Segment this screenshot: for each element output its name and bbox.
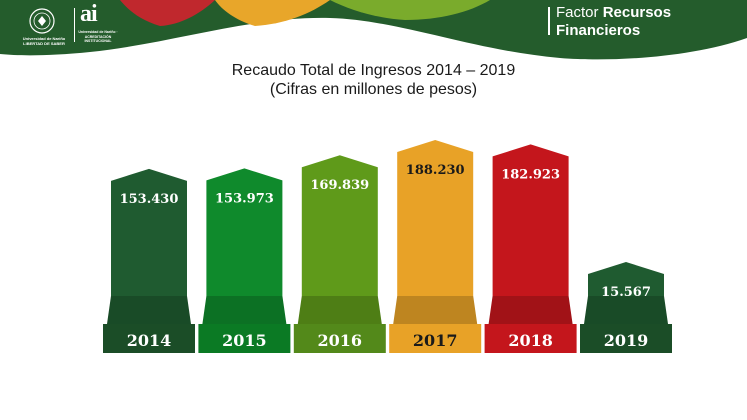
bar-base-2018 bbox=[484, 324, 577, 353]
bar-2019 bbox=[588, 262, 664, 296]
bar-connector-2015 bbox=[202, 296, 287, 324]
factor-divider bbox=[548, 7, 550, 35]
university-motto-text: LIBERTAD DE SABER bbox=[23, 41, 65, 46]
factor-title: Factor Recursos Financieros bbox=[556, 4, 671, 40]
factor-name-line2: Financieros bbox=[556, 22, 641, 39]
bar-connector-2014 bbox=[107, 296, 191, 324]
bar-base-2014 bbox=[103, 324, 195, 353]
value-label-2015: 153.973 bbox=[215, 191, 274, 206]
bar-2017 bbox=[397, 140, 474, 296]
bar-base-2016 bbox=[293, 324, 386, 353]
value-label-2014: 153.430 bbox=[120, 192, 179, 207]
bar-connector-2017 bbox=[393, 296, 478, 324]
ai-logo: ai bbox=[80, 1, 98, 27]
bar-connector-2016 bbox=[297, 296, 382, 324]
bar-base-2015 bbox=[198, 324, 291, 353]
chart-title: Recaudo Total de Ingresos 2014 – 2019 bbox=[231, 62, 516, 79]
category-label-2019: 2019 bbox=[604, 331, 649, 350]
bar-2014 bbox=[111, 168, 187, 296]
value-label-2019: 15.567 bbox=[601, 285, 651, 300]
value-label-2018: 182.923 bbox=[501, 167, 560, 182]
university-name: Universidad de Nariño LIBERTAD DE SABER bbox=[16, 36, 72, 46]
factor-prefix: Factor bbox=[556, 4, 599, 21]
value-label-2016: 169.839 bbox=[310, 178, 369, 193]
bar-connector-2018 bbox=[488, 296, 573, 324]
category-label-2018: 2018 bbox=[508, 331, 553, 350]
logo-divider bbox=[74, 8, 75, 42]
category-label-2015: 2015 bbox=[222, 331, 267, 350]
chart-subtitle: (Cifras en millones de pesos) bbox=[269, 81, 478, 98]
university-name-text: Universidad de Nariño bbox=[22, 36, 66, 41]
header-banner bbox=[0, 0, 747, 60]
bar-2016 bbox=[301, 155, 378, 296]
category-label-2016: 2016 bbox=[318, 331, 363, 350]
bar-connector-2019 bbox=[584, 296, 668, 324]
banner-orange-shape bbox=[215, 0, 330, 26]
bar-2015 bbox=[206, 168, 283, 296]
bar-2018 bbox=[492, 144, 569, 296]
banner-light-green-shape bbox=[330, 0, 490, 20]
bar-base-2017 bbox=[389, 324, 482, 353]
bar-base-2019 bbox=[580, 324, 672, 353]
ai-logo-caption: Universidad de Nariño · ACREDITACIÓN INS… bbox=[78, 30, 118, 43]
seal-icon bbox=[29, 8, 55, 34]
category-label-2014: 2014 bbox=[127, 331, 172, 350]
category-label-2017: 2017 bbox=[413, 331, 458, 350]
banner-red-shape bbox=[120, 0, 215, 26]
value-label-2017: 188.230 bbox=[406, 163, 465, 178]
factor-name-line1: Recursos bbox=[602, 4, 672, 21]
